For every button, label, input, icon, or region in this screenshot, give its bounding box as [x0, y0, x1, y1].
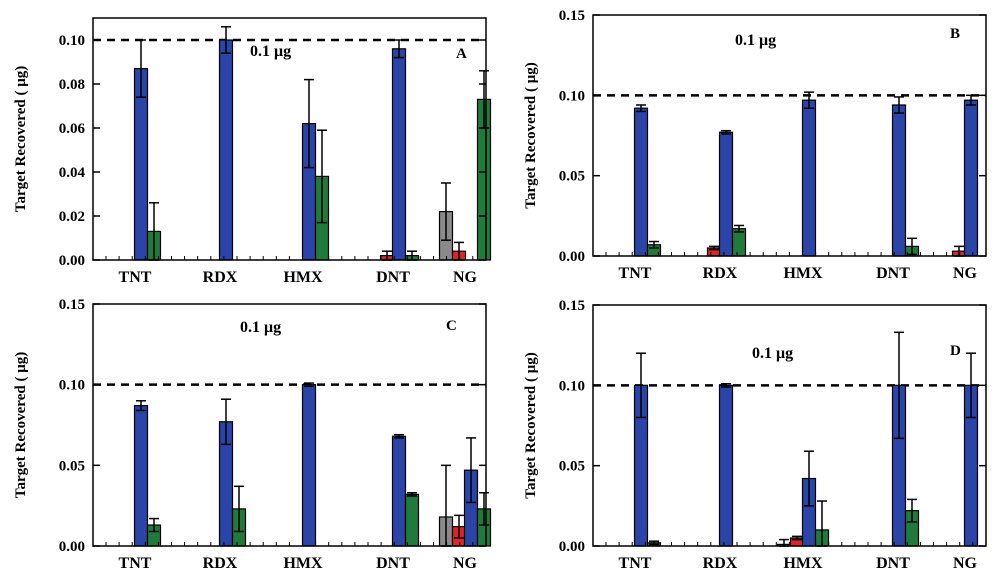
category-label: TNT: [119, 269, 152, 286]
chart-panel-c: 0.00 0.05 0.10 0.15 TNT RDX HMX DNT NG Target Rec…: [13, 297, 492, 572]
bar-dnt-blue: [891, 104, 907, 257]
bar-rdx-blue: [218, 39, 234, 261]
category-label: HMX: [283, 269, 323, 286]
panel-letter: C: [446, 318, 457, 334]
bar-ng-blue: [963, 99, 979, 257]
panel-letter: B: [950, 26, 960, 42]
reference-label: 0.1 μg: [250, 43, 291, 60]
bar-rdx-blue: [718, 384, 734, 547]
y-tick-label: 0.15: [559, 298, 585, 314]
category-label: HMX: [283, 555, 323, 572]
bar-dnt-blue: [391, 435, 407, 547]
category-label: TNT: [119, 555, 152, 572]
chart-panel-a: 0.00 0.02 0.04 0.06 0.08 0.10 TNT RDX HMX DNT NG Ta…: [13, 17, 492, 286]
category-label: DNT: [876, 555, 910, 572]
y-tick-label: 0.15: [559, 8, 585, 24]
plot-frame: [92, 303, 487, 547]
y-tick-label: 0.00: [59, 539, 85, 555]
y-tick-label: 0.04: [59, 165, 86, 181]
category-label: TNT: [619, 555, 652, 572]
category-label: HMX: [783, 265, 823, 282]
reference-label: 0.1 μg: [735, 32, 776, 49]
reference-label: 0.1 μg: [752, 345, 793, 362]
y-tick-label: 0.00: [559, 539, 585, 555]
y-tick-label: 0.06: [59, 121, 86, 137]
plot-frame: [592, 14, 987, 257]
y-tick-label: 0.10: [559, 88, 585, 104]
category-label: RDX: [703, 555, 738, 572]
reference-label: 0.1 μg: [240, 319, 281, 336]
category-label: RDX: [703, 265, 738, 282]
bar-tnt-blue: [133, 405, 149, 547]
y-tick-label: 0.00: [59, 253, 85, 269]
category-label: RDX: [203, 555, 238, 572]
y-tick-label: 0.10: [59, 33, 85, 49]
bar-rdx-green: [731, 228, 747, 257]
bar-hmx-blue: [801, 99, 817, 257]
category-label: DNT: [376, 269, 410, 286]
y-tick-label: 0.15: [59, 297, 85, 313]
y-tick-label: 0.05: [559, 169, 585, 185]
y-tick-label: 0.08: [59, 77, 85, 93]
category-label: DNT: [376, 555, 410, 572]
category-label: HMX: [783, 555, 823, 572]
category-label: DNT: [876, 265, 910, 282]
category-label: TNT: [619, 265, 652, 282]
panel-letter: D: [950, 343, 961, 359]
y-tick-label: 0.10: [559, 378, 585, 394]
category-label: NG: [953, 265, 978, 282]
y-tick-label: 0.02: [59, 209, 85, 225]
y-tick-label: 0.10: [59, 378, 85, 394]
plot-frame: [592, 304, 987, 547]
chart-panel-d: 0.00 0.05 0.10 0.15 TNT RDX HMX DNT NG Target Rec…: [523, 298, 987, 572]
category-label: RDX: [203, 269, 238, 286]
category-label: NG: [453, 269, 478, 286]
bar-hmx-blue: [301, 384, 317, 547]
bar-dnt-green: [404, 493, 420, 547]
y-axis-title: Target Recovered ( μg): [13, 66, 29, 212]
y-tick-label: 0.05: [559, 459, 585, 475]
category-label: NG: [953, 555, 978, 572]
panel-letter: A: [456, 46, 467, 62]
y-tick-label: 0.05: [59, 458, 85, 474]
y-axis-title: Target Recovered ( μg): [523, 62, 539, 208]
chart-panel-b: 0.00 0.05 0.10 0.15 TNT RDX HMX DNT NG Target Rec…: [523, 8, 987, 282]
bar-dnt-blue: [391, 48, 407, 261]
category-label: NG: [453, 555, 478, 572]
y-axis-title: Target Recovered ( μg): [523, 352, 539, 498]
bar-rdx-blue: [718, 131, 734, 257]
y-axis-title: Target Recovered ( μg): [13, 352, 29, 498]
y-tick-label: 0.00: [559, 249, 585, 265]
bar-tnt-blue: [633, 107, 649, 257]
